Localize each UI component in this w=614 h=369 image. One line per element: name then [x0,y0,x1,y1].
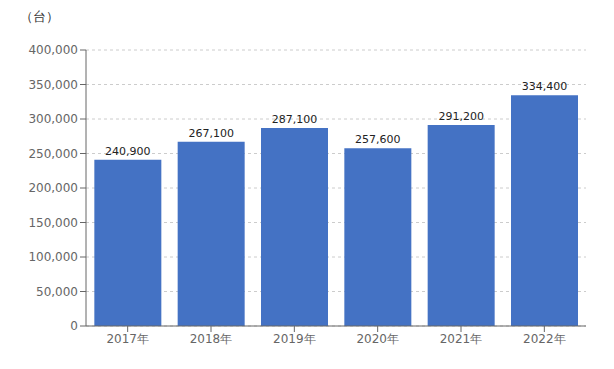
svg-text:300,000: 300,000 [28,112,78,126]
svg-text:2022年: 2022年 [523,332,566,346]
svg-text:291,200: 291,200 [438,110,484,123]
svg-text:350,000: 350,000 [28,78,78,92]
svg-text:150,000: 150,000 [28,216,78,230]
svg-text:400,000: 400,000 [28,43,78,57]
html-text:（台）: （台） [20,9,59,24]
svg-text:250,000: 250,000 [28,147,78,161]
svg-text:2020年: 2020年 [356,332,399,346]
svg-text:2018年: 2018年 [190,332,233,346]
svg-text:2019年: 2019年 [273,332,316,346]
svg-text:200,000: 200,000 [28,181,78,195]
svg-text:0: 0 [70,319,78,333]
svg-text:240,900: 240,900 [105,145,151,158]
svg-text:50,000: 50,000 [36,285,78,299]
svg-text:2017年: 2017年 [106,332,149,346]
svg-text:267,100: 267,100 [188,127,234,140]
svg-text:287,100: 287,100 [272,113,318,126]
svg-text:100,000: 100,000 [28,250,78,264]
svg-text:334,400: 334,400 [522,80,568,93]
svg-text:2021年: 2021年 [440,332,483,346]
svg-text:257,600: 257,600 [355,133,401,146]
